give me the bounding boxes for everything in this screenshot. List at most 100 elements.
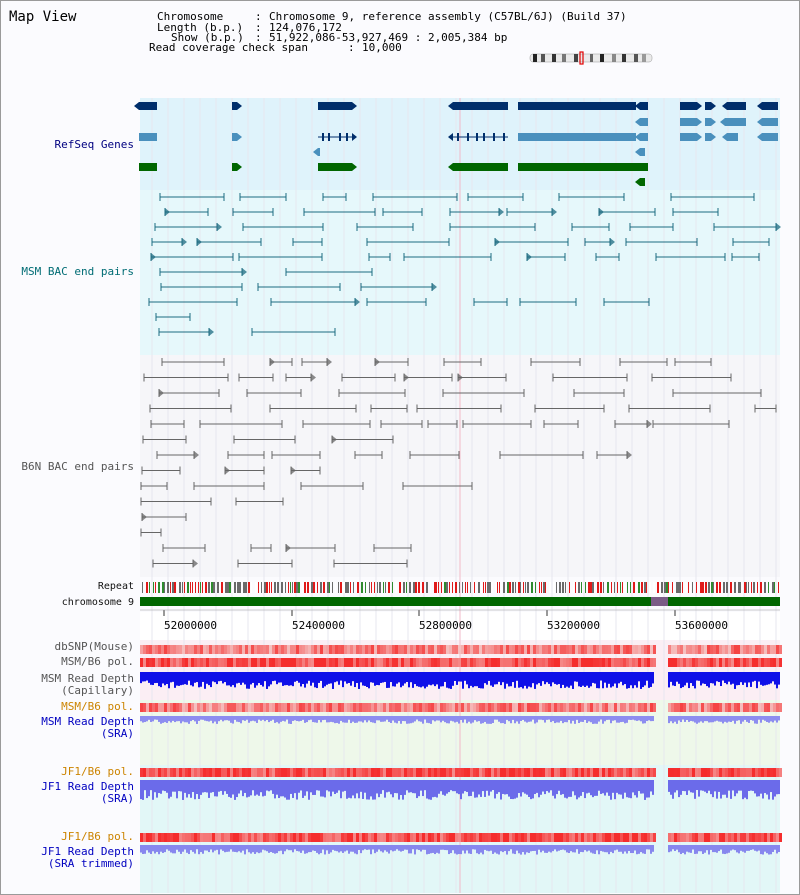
depth-bar bbox=[146, 845, 148, 851]
depth-bar bbox=[404, 716, 406, 722]
heat-cell bbox=[752, 768, 755, 777]
heat-cell bbox=[299, 645, 302, 654]
depth-bar bbox=[582, 716, 584, 722]
depth-bar bbox=[484, 780, 486, 797]
depth-bar bbox=[512, 780, 514, 800]
heat-cell bbox=[587, 833, 590, 842]
heat-cell bbox=[608, 833, 611, 842]
depth-bar bbox=[590, 780, 592, 796]
heat-cell bbox=[383, 645, 386, 654]
depth-bar bbox=[716, 845, 718, 853]
depth-bar bbox=[744, 845, 746, 853]
track-label-msm-bac[interactable]: MSM BAC end pairs bbox=[21, 265, 134, 278]
bac-end-marker bbox=[458, 373, 463, 382]
depth-bar bbox=[444, 780, 446, 796]
gene-exon bbox=[476, 133, 478, 141]
depth-bar bbox=[164, 845, 166, 853]
heat-cell bbox=[734, 658, 737, 667]
depth-bar bbox=[588, 780, 590, 793]
depth-bar bbox=[512, 716, 514, 720]
gene-exon bbox=[339, 133, 341, 141]
depth-bar bbox=[412, 716, 414, 723]
depth-bar bbox=[730, 780, 732, 799]
heat-cell bbox=[731, 833, 734, 842]
depth-bar bbox=[142, 672, 144, 682]
heat-cell bbox=[260, 645, 263, 654]
depth-bar bbox=[304, 672, 306, 688]
heat-cell bbox=[506, 768, 509, 777]
heat-cell bbox=[599, 703, 602, 712]
repeat-element bbox=[636, 582, 637, 593]
heat-cell bbox=[473, 768, 476, 777]
depth-bar bbox=[692, 780, 694, 793]
depth-bar bbox=[460, 716, 462, 720]
heat-cell bbox=[713, 658, 716, 667]
depth-bar bbox=[776, 716, 778, 723]
chromosome-ideogram[interactable] bbox=[529, 51, 653, 65]
refseq-gene-features[interactable] bbox=[134, 102, 778, 186]
depth-bar bbox=[168, 716, 170, 722]
depth-bar bbox=[150, 780, 152, 791]
depth-bar bbox=[536, 716, 538, 723]
depth-bar bbox=[484, 845, 486, 850]
depth-bar bbox=[164, 780, 166, 792]
msm-bac-end-pair-features[interactable] bbox=[148, 193, 781, 336]
depth-bar bbox=[326, 716, 328, 723]
depth-bar bbox=[320, 672, 322, 681]
heat-cell bbox=[740, 833, 743, 842]
depth-bar bbox=[142, 780, 144, 800]
heat-cell bbox=[293, 833, 296, 842]
b6n-bac-end-pair-features[interactable] bbox=[140, 358, 777, 568]
depth-bar bbox=[334, 845, 336, 851]
heat-cell bbox=[254, 833, 257, 842]
track-label-refseq-genes[interactable]: RefSeq Genes bbox=[54, 138, 134, 151]
depth-bar bbox=[182, 672, 184, 685]
depth-bar bbox=[576, 780, 578, 800]
heat-cell bbox=[227, 658, 230, 667]
depth-bar bbox=[422, 672, 424, 687]
repeat-element bbox=[467, 582, 468, 593]
heat-cell bbox=[683, 833, 686, 842]
repeat-element bbox=[592, 582, 594, 593]
depth-bar bbox=[628, 716, 630, 720]
heat-cell bbox=[308, 833, 311, 842]
heat-cell bbox=[335, 768, 338, 777]
repeat-element bbox=[726, 582, 728, 593]
depth-bar bbox=[402, 845, 404, 851]
depth-bar bbox=[546, 845, 548, 853]
repeat-element bbox=[518, 582, 520, 593]
depth-bar bbox=[630, 845, 632, 854]
depth-bar bbox=[372, 672, 374, 683]
track-label-b6n-bac[interactable]: B6N BAC end pairs bbox=[21, 460, 134, 473]
heat-cell bbox=[488, 658, 491, 667]
depth-bar bbox=[276, 845, 278, 854]
heat-cell bbox=[611, 703, 614, 712]
heat-cell bbox=[617, 703, 620, 712]
heat-cell bbox=[350, 645, 353, 654]
heat-cell bbox=[224, 658, 227, 667]
depth-bar bbox=[740, 672, 742, 683]
depth-bar bbox=[416, 672, 418, 687]
heat-cell bbox=[542, 703, 545, 712]
heat-cell bbox=[398, 703, 401, 712]
gene-strand-arrow bbox=[635, 133, 640, 141]
depth-bar bbox=[268, 716, 270, 723]
heat-cell bbox=[692, 645, 695, 654]
depth-bar bbox=[358, 780, 360, 799]
heat-cell bbox=[596, 658, 599, 667]
heat-cell bbox=[356, 768, 359, 777]
depth-bar bbox=[542, 716, 544, 721]
repeat-element bbox=[350, 582, 351, 593]
depth-bar bbox=[390, 672, 392, 683]
heat-cell bbox=[410, 768, 413, 777]
depth-bar bbox=[712, 780, 714, 798]
chromosome-bar[interactable] bbox=[140, 597, 780, 606]
heat-cell bbox=[704, 833, 707, 842]
depth-bar bbox=[768, 672, 770, 685]
depth-bar bbox=[328, 780, 330, 792]
depth-bar bbox=[480, 716, 482, 724]
depth-bar bbox=[590, 845, 592, 853]
depth-bar bbox=[478, 780, 480, 795]
heat-cell bbox=[584, 768, 587, 777]
